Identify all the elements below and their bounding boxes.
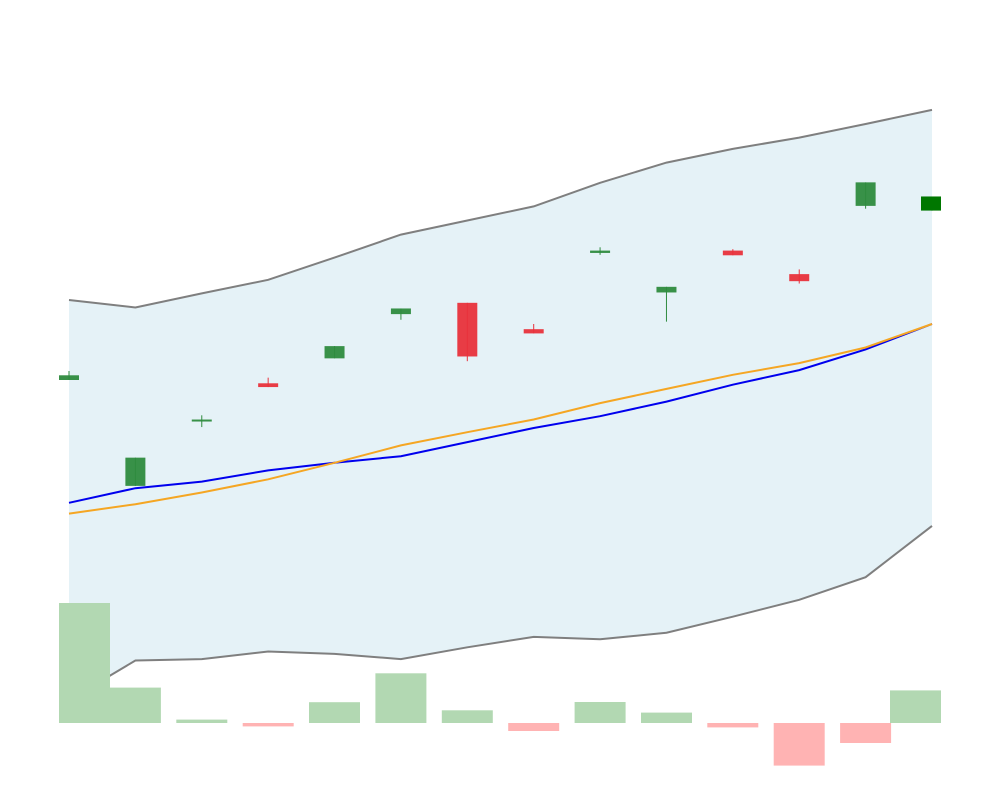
moving-average-line-2 — [68, 323, 933, 515]
candle — [457, 302, 478, 362]
candle-body — [457, 302, 478, 357]
volume-bar — [840, 723, 892, 743]
candle-body — [191, 419, 212, 422]
volume-bar — [508, 723, 560, 731]
volume-bar — [441, 710, 493, 723]
candle-body — [590, 250, 611, 253]
candle-body — [921, 196, 941, 211]
volume-bar — [309, 702, 360, 723]
candle — [523, 324, 544, 334]
candle-body — [789, 274, 810, 282]
candle-body — [125, 457, 146, 486]
candlestick-layer — [59, 182, 941, 486]
candle — [789, 269, 810, 284]
volume-bar — [109, 687, 161, 723]
volume-bar — [773, 723, 825, 766]
moving-average-line-1 — [68, 323, 933, 504]
lower-band-line — [68, 525, 933, 701]
candle — [855, 182, 876, 209]
candle-body — [855, 182, 876, 206]
candle-body — [722, 250, 743, 256]
candle — [921, 196, 941, 211]
candle — [390, 308, 411, 320]
candle-body — [59, 375, 79, 380]
moving-average-layer — [68, 323, 933, 515]
candle — [191, 415, 212, 428]
candle — [324, 346, 345, 359]
volume-bar — [574, 702, 626, 723]
volume-bar — [890, 690, 941, 723]
upper-band-line — [68, 108, 933, 309]
candle — [656, 286, 677, 322]
candle-body — [324, 346, 345, 359]
candle-body — [523, 329, 544, 334]
candle — [722, 249, 743, 256]
candle — [258, 377, 279, 388]
candle — [125, 457, 146, 486]
band-fill — [69, 109, 932, 700]
candle — [590, 247, 611, 255]
candle — [59, 371, 79, 380]
volume-bar — [176, 719, 228, 723]
volume-bar — [707, 723, 759, 728]
volume-bar — [59, 603, 110, 723]
bollinger-band-layer — [68, 108, 933, 701]
volume-bar — [375, 673, 427, 723]
volume-bar — [242, 723, 294, 727]
candle-body — [656, 286, 677, 293]
candle-body — [390, 308, 411, 315]
candle-body — [258, 383, 279, 388]
volume-bar-layer — [59, 603, 941, 766]
volume-bar — [641, 712, 692, 723]
